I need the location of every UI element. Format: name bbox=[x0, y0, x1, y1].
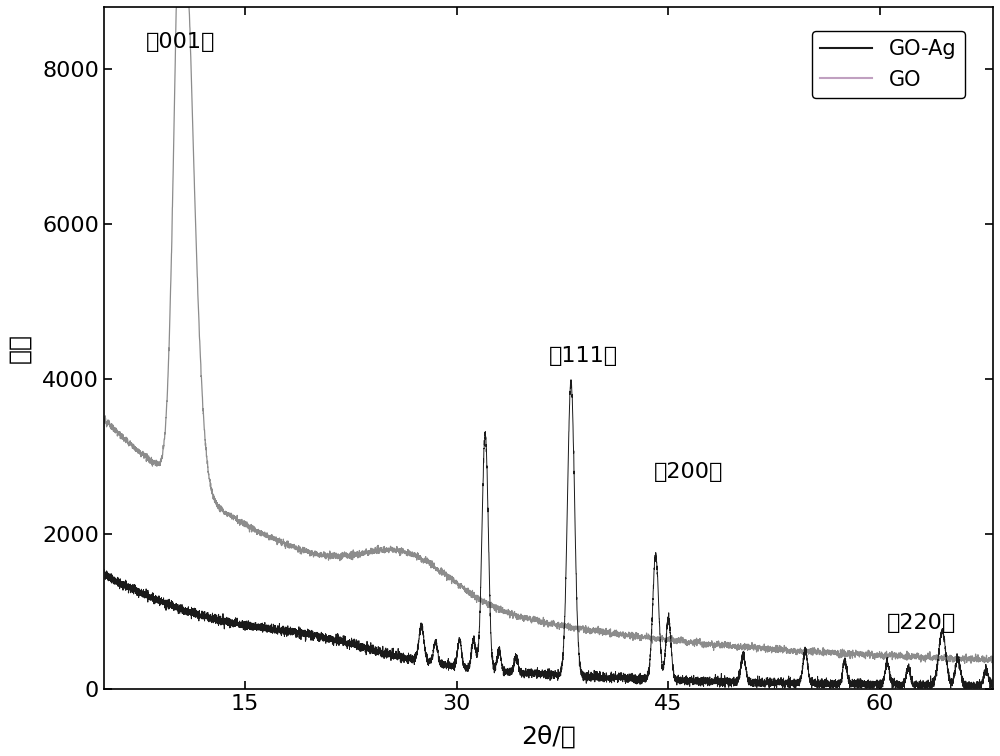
X-axis label: 2θ/度: 2θ/度 bbox=[521, 725, 576, 749]
GO bbox=[102, 416, 114, 425]
Line: GO-Ag: GO-Ag bbox=[104, 380, 993, 689]
Text: （001）: （001） bbox=[146, 32, 216, 52]
GO-Ag bbox=[565, 375, 577, 384]
GO bbox=[135, 448, 147, 457]
Y-axis label: 强度: 强度 bbox=[7, 333, 31, 363]
GO-Ag bbox=[768, 684, 780, 693]
GO bbox=[533, 618, 545, 627]
GO bbox=[170, 2, 182, 11]
GO-Ag bbox=[533, 669, 545, 678]
Text: （111）: （111） bbox=[548, 345, 618, 366]
GO bbox=[98, 505, 110, 514]
GO bbox=[987, 664, 999, 673]
GO-Ag bbox=[151, 595, 163, 604]
GO-Ag bbox=[98, 572, 110, 581]
GO-Ag bbox=[135, 588, 147, 597]
GO bbox=[272, 538, 284, 547]
GO-Ag bbox=[272, 624, 284, 634]
GO-Ag bbox=[102, 573, 114, 582]
GO-Ag bbox=[987, 680, 999, 689]
GO-Ag bbox=[940, 648, 952, 657]
Line: GO: GO bbox=[104, 7, 993, 668]
Text: （220）: （220） bbox=[887, 613, 956, 634]
Text: （200）: （200） bbox=[654, 462, 724, 482]
GO bbox=[940, 657, 952, 666]
Legend: GO-Ag, GO: GO-Ag, GO bbox=[812, 31, 965, 98]
GO bbox=[151, 461, 163, 470]
